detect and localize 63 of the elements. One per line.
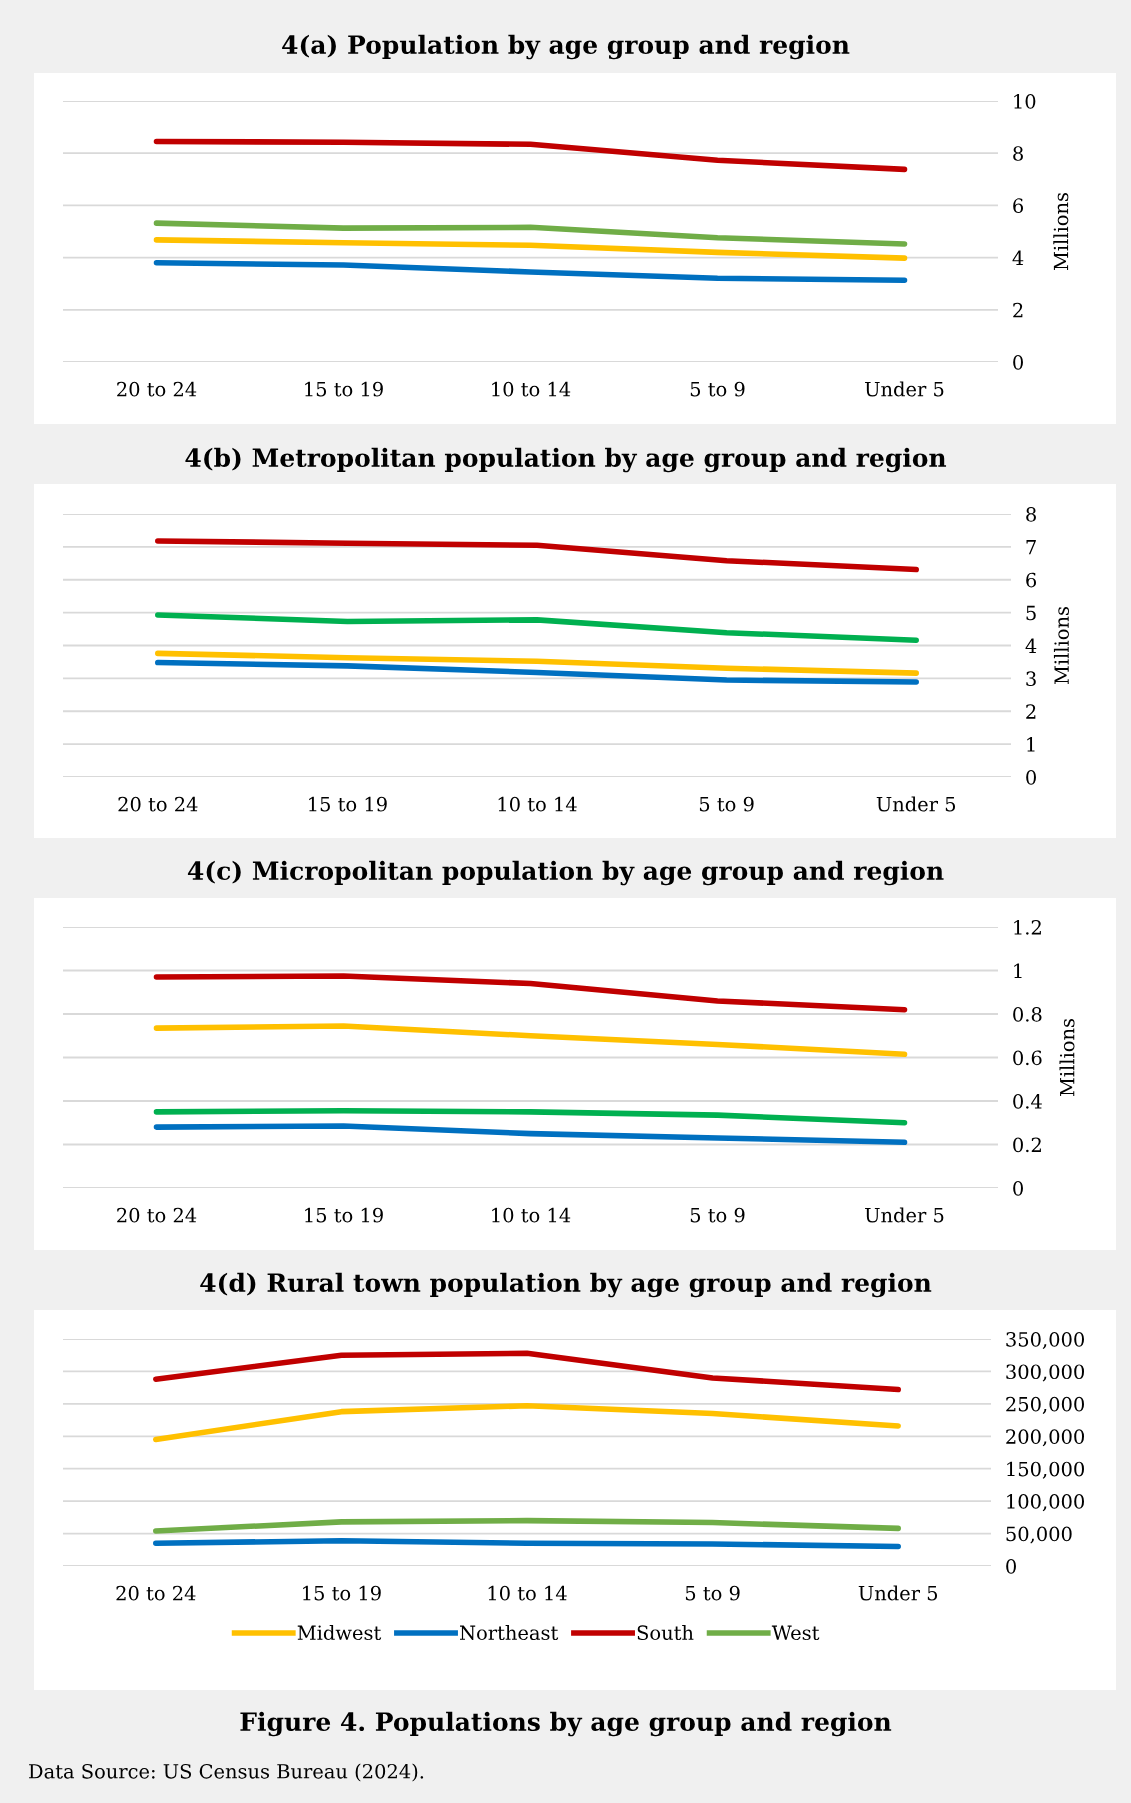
y2-tick-label: 1 xyxy=(1027,737,1035,752)
x-tick-label: 15 to 19 xyxy=(305,1207,383,1223)
y2-tick-label: 5 xyxy=(1026,605,1036,621)
y2-tick-label: 50,000 xyxy=(1006,1526,1072,1544)
y2-tick-label: 0 xyxy=(1013,1180,1023,1196)
y2-tick-label: 7 xyxy=(1026,540,1036,555)
y2-tick-label: 0 xyxy=(1013,354,1023,370)
y2-tick-label: 0.6 xyxy=(1013,1050,1042,1066)
y2-tick-label: 4 xyxy=(1025,638,1037,653)
y2-tick-label: 6 xyxy=(1013,198,1024,214)
x-tick-label: 20 to 24 xyxy=(118,796,198,812)
source-note: Data Source: US Census Bureau (2024). xyxy=(29,1763,424,1782)
y2-tick-label: 100,000 xyxy=(1007,1494,1085,1512)
y2-tick-label: 10 xyxy=(1014,93,1036,109)
y2-tick-label: 0 xyxy=(1026,769,1036,785)
chart-title: 4(d) Rural town population by age group and region xyxy=(200,1272,932,1298)
x-tick-label: 10 to 14 xyxy=(492,381,571,397)
x-tick-label: Under 5 xyxy=(865,1207,944,1223)
y2-axis-title: Millions xyxy=(1059,1019,1075,1097)
y2-tick-label: 0 xyxy=(1006,1558,1016,1574)
x-tick-label: 20 to 24 xyxy=(116,1585,196,1601)
x-tick-label: 5 to 9 xyxy=(690,381,745,397)
chart-title: 4(a) Population by age group and region xyxy=(282,34,850,60)
x-tick-label: 10 to 14 xyxy=(488,1585,567,1601)
y2-axis-title: Millions xyxy=(1053,607,1069,685)
caption: Figure 4. Populations by age group and region xyxy=(240,1711,892,1737)
y2-tick-label: 8 xyxy=(1013,146,1023,161)
x-tick-label: Under 5 xyxy=(876,796,956,812)
y2-tick-label: 0.8 xyxy=(1013,1006,1042,1022)
y2-tick-label: 0.2 xyxy=(1013,1137,1041,1153)
x-tick-label: Under 5 xyxy=(865,381,944,397)
y2-tick-label: 6 xyxy=(1026,572,1037,588)
y2-axis-title: Millions xyxy=(1053,193,1069,271)
y2-tick-label: 2 xyxy=(1026,704,1036,719)
x-tick-label: 5 to 9 xyxy=(685,1585,740,1601)
x-tick-label: 10 to 14 xyxy=(492,1207,571,1223)
x-tick-label: 5 to 9 xyxy=(699,796,754,812)
x-tick-label: 15 to 19 xyxy=(309,796,387,812)
legend-label: Northeast xyxy=(460,1625,559,1641)
x-tick-label: 15 to 19 xyxy=(305,381,383,397)
y2-tick-label: 250,000 xyxy=(1006,1396,1085,1414)
y2-tick-label: 4 xyxy=(1012,250,1024,265)
x-tick-label: 10 to 14 xyxy=(498,796,577,812)
chart-title: 4(c) Micropolitan population by age group and region xyxy=(187,860,944,886)
y2-tick-label: 2 xyxy=(1013,302,1023,318)
x-tick-label: 20 to 24 xyxy=(117,381,197,397)
y2-tick-label: 3 xyxy=(1026,671,1036,687)
legend-label: Midwest xyxy=(297,1625,382,1641)
y2-tick-label: 150,000 xyxy=(1007,1461,1085,1479)
x-tick-label: 20 to 24 xyxy=(117,1207,197,1223)
x-tick-label: 5 to 9 xyxy=(690,1207,745,1223)
y2-tick-label: 300,000 xyxy=(1006,1364,1085,1382)
chart-title: 4(b) Metropolitan population by age group and region xyxy=(185,447,947,473)
x-tick-label: Under 5 xyxy=(858,1585,938,1601)
y2-tick-label: 350,000 xyxy=(1006,1331,1085,1350)
legend-label: West xyxy=(771,1625,820,1641)
y2-tick-label: 0.4 xyxy=(1013,1093,1042,1109)
y2-tick-label: 8 xyxy=(1026,506,1036,522)
y2-tick-label: 1 xyxy=(1014,963,1022,978)
x-tick-label: 15 to 19 xyxy=(303,1585,381,1601)
y2-tick-label: 200,000 xyxy=(1006,1429,1085,1447)
y2-tick-label: 1.2 xyxy=(1014,919,1041,935)
legend-label: South xyxy=(637,1625,694,1641)
